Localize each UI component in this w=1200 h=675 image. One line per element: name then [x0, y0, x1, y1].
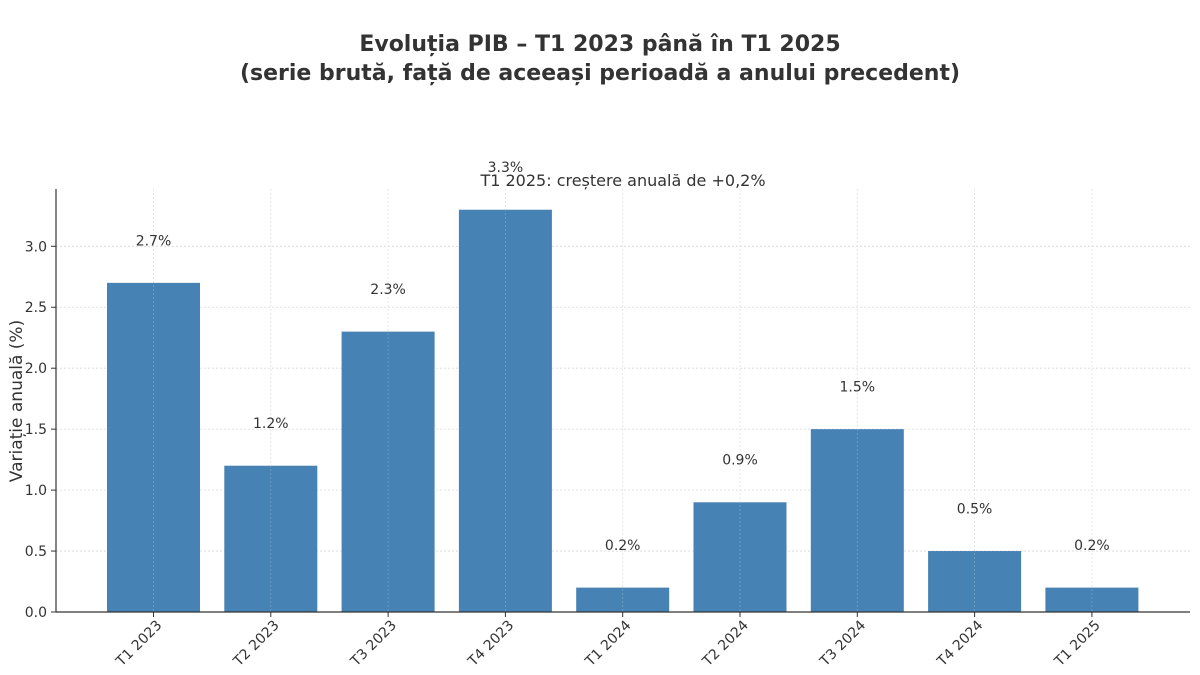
x-tick-label: T3 2024 — [816, 617, 869, 670]
bar — [576, 587, 670, 612]
bar — [693, 502, 787, 612]
y-tick-label: 0.5 — [25, 544, 47, 560]
bar — [928, 551, 1022, 612]
y-tick-label: 0.0 — [25, 605, 47, 621]
x-axis-ticks: T1 2023 T2 2023 T3 2023 T4 2023 T1 2024 T2 20… — [113, 612, 1104, 670]
data-label: 0.9% — [722, 453, 758, 469]
bar — [458, 209, 552, 613]
chart-title: Evoluția PIB – T1 2023 până în T1 2025 (… — [0, 30, 1200, 88]
data-label: 2.3% — [370, 282, 406, 298]
bars — [107, 189, 1139, 613]
bar — [810, 429, 904, 612]
y-tick-label: 3.0 — [25, 239, 47, 255]
y-axis-ticks: 0.0 0.5 1.0 1.5 2.0 2.5 3.0 — [25, 239, 56, 621]
bar — [341, 331, 435, 612]
bar — [224, 465, 318, 612]
x-tick-label: T2 2023 — [230, 618, 283, 671]
x-tick-label: T4 2023 — [465, 618, 518, 671]
x-tick-label: T1 2023 — [113, 618, 166, 671]
bar — [1045, 587, 1139, 612]
chart-title-line-1: Evoluția PIB – T1 2023 până în T1 2025 — [359, 32, 841, 57]
data-label: 3.3% — [488, 160, 524, 176]
data-label: 0.2% — [1074, 538, 1110, 554]
x-tick-label: T1 2025 — [1051, 618, 1104, 671]
y-tick-label: 1.5 — [25, 422, 47, 438]
y-axis-label: Variație anuală (%) — [7, 320, 27, 482]
chart-subtitle: T1 2025: creștere anuală de +0,2% — [479, 171, 765, 190]
data-labels: 2.7% 1.2% 2.3% 3.3% 0.2% 0.9% 1.5% 0.5% 0.2% — [136, 160, 1110, 554]
x-tick-label: T4 2024 — [934, 617, 987, 670]
data-label: 2.7% — [136, 233, 172, 249]
data-label: 1.2% — [253, 416, 289, 432]
x-tick-label: T3 2023 — [347, 618, 400, 671]
x-tick-label: T2 2024 — [699, 617, 752, 670]
data-label: 0.5% — [957, 501, 993, 517]
y-tick-label: 1.0 — [25, 483, 47, 499]
y-tick-label: 2.0 — [25, 361, 47, 377]
x-tick-label: T1 2024 — [582, 617, 635, 670]
chart-title-line-2: (serie brută, față de aceeași perioadă a… — [239, 61, 961, 86]
bar — [107, 282, 200, 612]
y-tick-label: 2.5 — [25, 300, 47, 316]
data-label: 0.2% — [605, 538, 641, 554]
data-label: 1.5% — [840, 380, 876, 396]
